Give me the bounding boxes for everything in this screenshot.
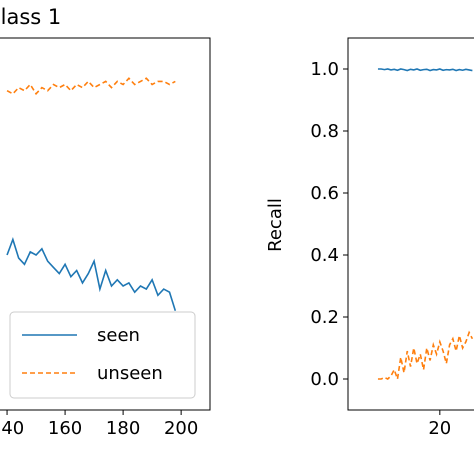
chart: Recall 20 0.0 0.2 0.4 0.6 0.8 1.0 bbox=[265, 37, 474, 439]
y-tick-label: 0.6 bbox=[310, 183, 339, 204]
chart-title: Class 1 bbox=[0, 5, 61, 29]
y-tick-label: 1.0 bbox=[310, 59, 339, 80]
x-tick-label: 200 bbox=[164, 418, 198, 439]
x-tick-label: 160 bbox=[48, 418, 82, 439]
axes-frame bbox=[0, 37, 211, 411]
legend-label: unseen bbox=[97, 363, 163, 384]
x-tick-label: 20 bbox=[428, 418, 451, 439]
axes-frame bbox=[347, 37, 474, 411]
series-line bbox=[6, 77, 176, 96]
x-tick-label: 140 bbox=[0, 418, 24, 439]
x-tick-label: 180 bbox=[106, 418, 140, 439]
y-tick-label: 0.0 bbox=[310, 369, 339, 390]
chart: Class 1 140 160 180 200 seen unseen bbox=[0, 5, 211, 439]
series-line bbox=[377, 330, 474, 380]
series-line bbox=[377, 68, 473, 72]
series-line bbox=[6, 237, 177, 312]
y-tick-label: 0.8 bbox=[310, 121, 339, 142]
y-tick-label: 0.4 bbox=[310, 245, 339, 266]
y-axis-label: Recall bbox=[265, 198, 286, 252]
y-tick-label: 0.2 bbox=[310, 307, 339, 328]
legend-box bbox=[9, 311, 196, 399]
legend-label: seen bbox=[97, 325, 140, 346]
